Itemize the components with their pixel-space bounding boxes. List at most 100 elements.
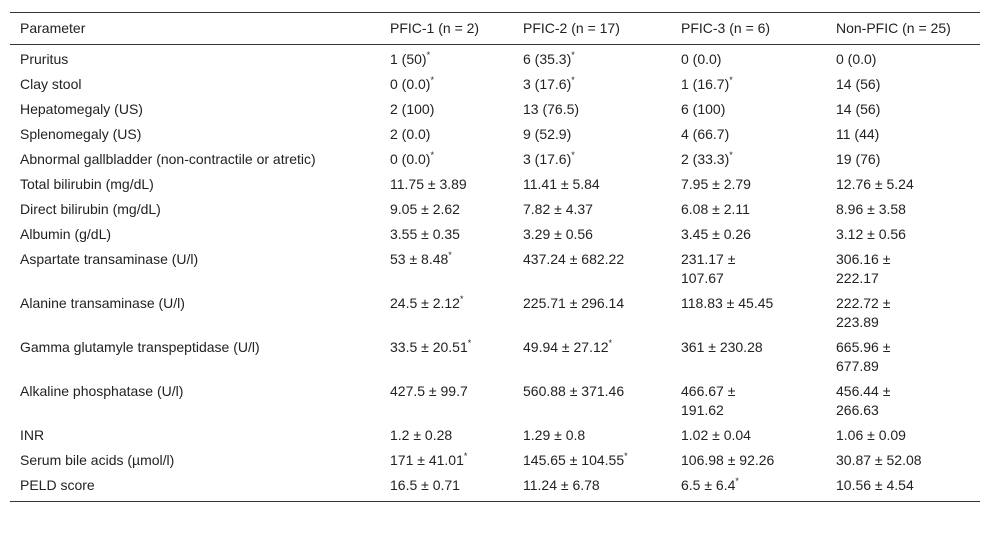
- cell-text: 24.5 ± 2.12: [390, 295, 460, 311]
- cell-text: 145.65 ± 104.55: [523, 452, 625, 468]
- cell-content: 9.05 ± 2.62: [390, 200, 476, 219]
- cell-text: 30.87 ± 52.08: [836, 452, 922, 468]
- cell-content: 53 ± 8.48*: [390, 250, 476, 269]
- cell-content: 1.06 ± 0.09: [836, 426, 934, 445]
- significance-mark: *: [735, 476, 739, 486]
- table-cell: 10.56 ± 4.54: [826, 473, 980, 502]
- table-cell: 6.5 ± 6.4*: [671, 473, 826, 502]
- cell-content: 0 (0.0): [836, 50, 934, 69]
- table-cell: 9.05 ± 2.62: [380, 197, 513, 222]
- table-cell: 560.88 ± 371.46: [513, 379, 671, 423]
- cell-text: 2 (100): [390, 101, 435, 117]
- table-cell: 30.87 ± 52.08: [826, 448, 980, 473]
- cell-text: 4 (66.7): [681, 126, 730, 142]
- table-cell: 9 (52.9): [513, 122, 671, 147]
- cell-text: 6.08 ± 2.11: [681, 201, 750, 217]
- table-cell: 3.29 ± 0.56: [513, 222, 671, 247]
- table-cell: 427.5 ± 99.7: [380, 379, 513, 423]
- significance-mark: *: [426, 50, 431, 60]
- cell-content: 106.98 ± 92.26: [681, 451, 779, 470]
- cell-content: 145.65 ± 104.55*: [523, 451, 635, 470]
- cell-content: 12.76 ± 5.24: [836, 175, 934, 194]
- table-cell: 437.24 ± 682.22: [513, 247, 671, 291]
- cell-content: 3 (17.6)*: [523, 75, 635, 94]
- table-cell: 13 (76.5): [513, 97, 671, 122]
- cell-content: 16.5 ± 0.71: [390, 476, 476, 495]
- table-row: Serum bile acids (µmol/l) 171 ± 41.01* 145…: [10, 448, 980, 473]
- table-row: Gamma glutamyle transpeptidase (U/l) 33.5…: [10, 335, 980, 379]
- header-cell: PFIC-3 (n = 6): [671, 12, 826, 45]
- table-cell: Splenomegaly (US): [10, 122, 380, 147]
- cell-text: 12.76 ± 5.24: [836, 176, 914, 192]
- cell-content: 49.94 ± 27.12*: [523, 338, 635, 357]
- cell-content: INR: [20, 426, 320, 445]
- cell-text: 560.88 ± 371.46: [523, 383, 625, 399]
- cell-text: 33.5 ± 20.51: [390, 339, 468, 355]
- significance-mark: *: [571, 50, 575, 60]
- cell-content: Alkaline phosphatase (U/l): [20, 382, 320, 401]
- cell-content: 6.08 ± 2.11: [681, 200, 779, 219]
- cell-content: Splenomegaly (US): [20, 125, 320, 144]
- significance-mark: *: [571, 75, 575, 85]
- cell-text: 171 ± 41.01: [390, 452, 464, 468]
- table-cell: 466.67 ± 191.62: [671, 379, 826, 423]
- table-cell: 33.5 ± 20.51*: [380, 335, 513, 379]
- table-cell: 1.02 ± 0.04: [671, 423, 826, 448]
- cell-text: 1.2 ± 0.28: [390, 427, 453, 443]
- significance-mark: *: [608, 338, 613, 348]
- cell-content: 665.96 ± 677.89: [836, 338, 934, 376]
- cell-text: 10.56 ± 4.54: [836, 477, 914, 493]
- table-row: Total bilirubin (mg/dL) 11.75 ± 3.89 11.41…: [10, 172, 980, 197]
- cell-text: 0 (0.0): [390, 76, 431, 92]
- table-row: Aspartate transaminase (U/l) 53 ± 8.48* 43…: [10, 247, 980, 291]
- cell-text: Serum bile acids (µmol/l): [20, 452, 175, 468]
- cell-text: Albumin (g/dL): [20, 226, 112, 242]
- cell-text: 3.12 ± 0.56: [836, 226, 906, 242]
- cell-text: 3.29 ± 0.56: [523, 226, 593, 242]
- table-cell: 6.08 ± 2.11: [671, 197, 826, 222]
- table-cell: 106.98 ± 92.26: [671, 448, 826, 473]
- header-text: Parameter: [20, 20, 86, 36]
- cell-text: 437.24 ± 682.22: [523, 251, 625, 267]
- cell-content: Aspartate transaminase (U/l): [20, 250, 320, 269]
- cell-text: 11.24 ± 6.78: [523, 477, 600, 493]
- cell-text: 14 (56): [836, 101, 881, 117]
- significance-mark: *: [729, 75, 733, 85]
- table-row: Alkaline phosphatase (U/l) 427.5 ± 99.7 56…: [10, 379, 980, 423]
- cell-content: 11.24 ± 6.78: [523, 476, 635, 495]
- significance-mark: *: [624, 451, 628, 461]
- table-cell: 0 (0.0): [826, 45, 980, 73]
- table-cell: 24.5 ± 2.12*: [380, 291, 513, 335]
- cell-text: 361 ± 230.28: [681, 339, 763, 355]
- cell-text: Alanine transaminase (U/l): [20, 295, 185, 311]
- cell-text: 106.98 ± 92.26: [681, 452, 775, 468]
- table-cell: 53 ± 8.48*: [380, 247, 513, 291]
- significance-mark: *: [467, 338, 472, 348]
- cell-text: 118.83 ± 45.45: [681, 295, 774, 311]
- cell-content: 456.44 ± 266.63: [836, 382, 934, 420]
- cell-content: 2 (100): [390, 100, 476, 119]
- cell-text: PELD score: [20, 477, 95, 493]
- cell-content: Albumin (g/dL): [20, 225, 320, 244]
- cell-text: 2 (0.0): [390, 126, 431, 142]
- table-cell: Aspartate transaminase (U/l): [10, 247, 380, 291]
- cell-content: 30.87 ± 52.08: [836, 451, 934, 470]
- table-cell: 3.55 ± 0.35: [380, 222, 513, 247]
- cell-content: 427.5 ± 99.7: [390, 382, 476, 401]
- cell-text: 0 (0.0): [836, 51, 877, 67]
- cell-content: Alanine transaminase (U/l): [20, 294, 320, 313]
- cell-content: 9 (52.9): [523, 125, 635, 144]
- cell-text: 665.96 ± 677.89: [836, 339, 891, 374]
- header-cell: PFIC-1 (n = 2): [380, 12, 513, 45]
- cell-content: 171 ± 41.01*: [390, 451, 476, 470]
- cell-content: 1.02 ± 0.04: [681, 426, 779, 445]
- table-cell: Clay stool: [10, 72, 380, 97]
- cell-text: 2 (33.3): [681, 151, 730, 167]
- cell-content: 6.5 ± 6.4*: [681, 476, 779, 495]
- table-cell: 171 ± 41.01*: [380, 448, 513, 473]
- significance-mark: *: [459, 294, 464, 304]
- table-cell: 2 (0.0): [380, 122, 513, 147]
- cell-text: Pruritus: [20, 51, 69, 67]
- cell-content: 14 (56): [836, 75, 934, 94]
- table-cell: 12.76 ± 5.24: [826, 172, 980, 197]
